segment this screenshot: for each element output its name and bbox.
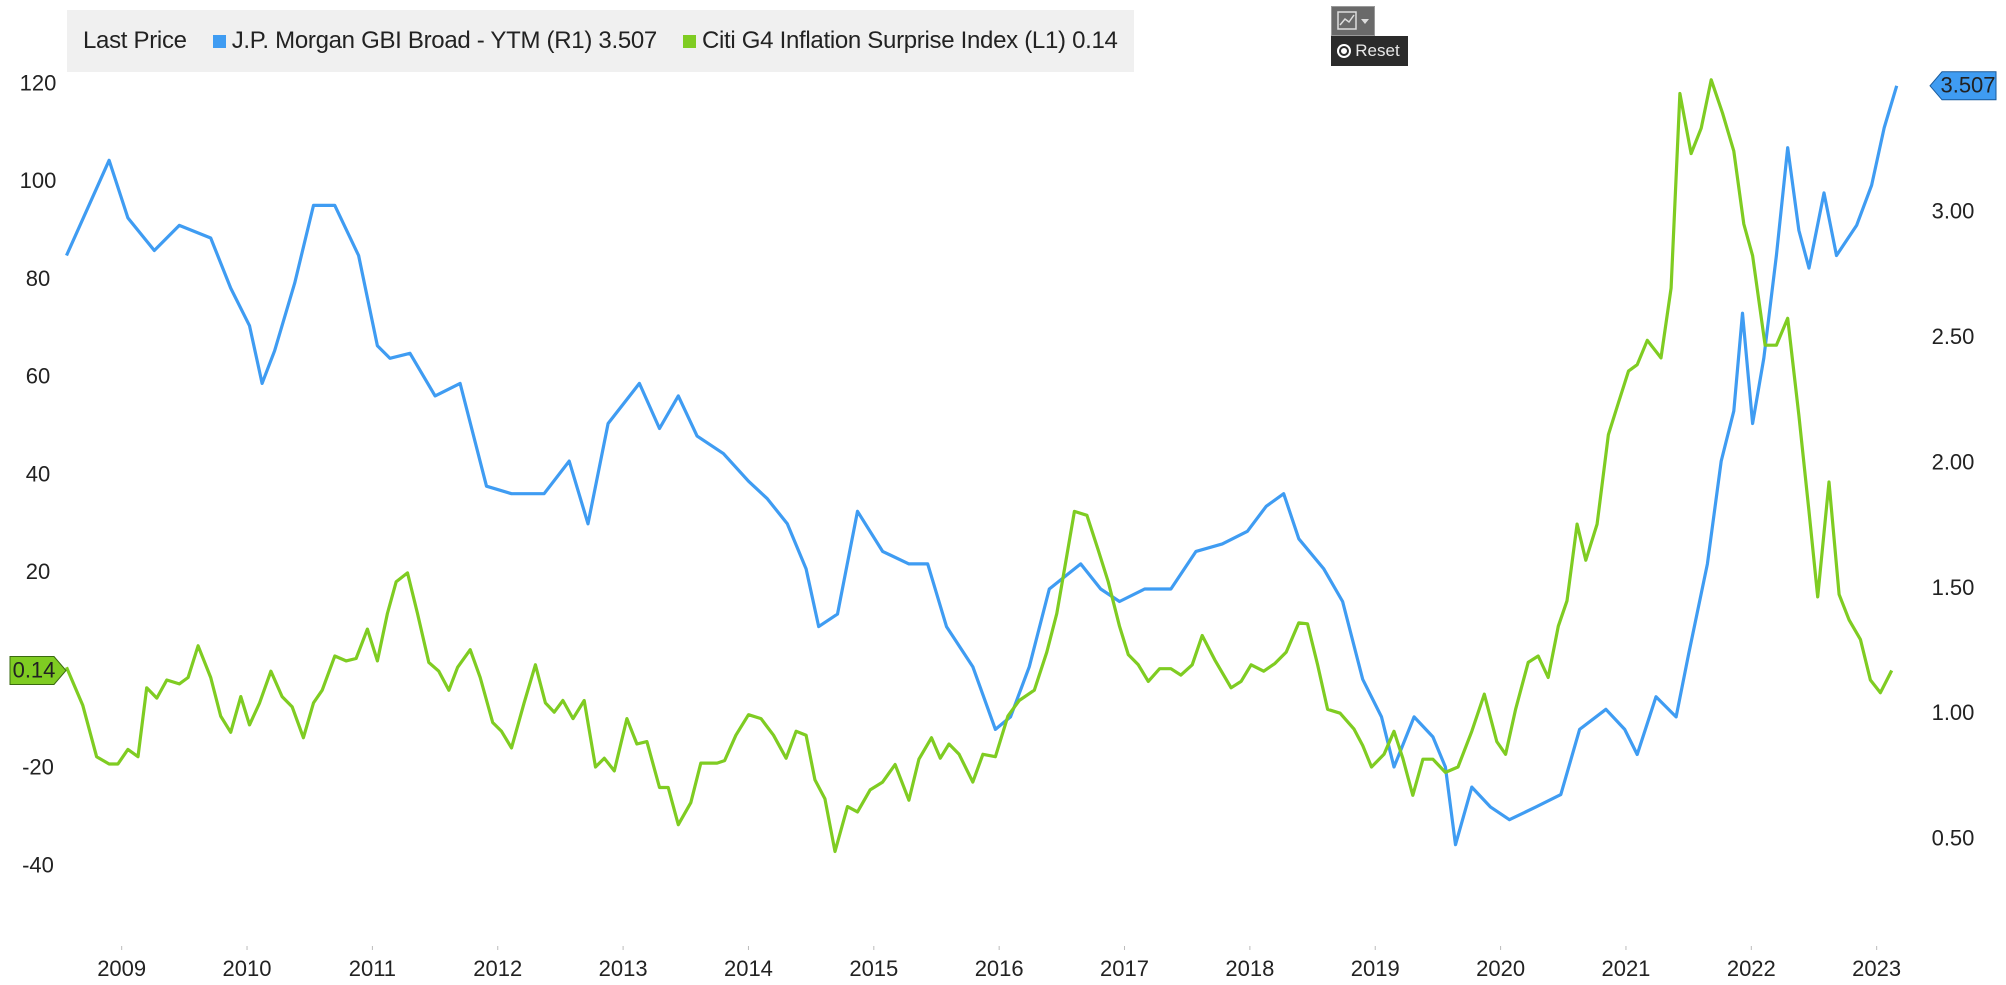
chart-type-button[interactable] (1331, 6, 1375, 36)
legend-entry: Citi G4 Inflation Surprise Index (L1) (701, 27, 1066, 54)
x-tick-label: 2014 (724, 956, 773, 981)
legend-value: 0.14 (1072, 27, 1118, 54)
x-tick-label: 2021 (1601, 956, 1650, 981)
legend-swatch (212, 34, 226, 48)
last-value-label: 3.507 (1940, 73, 1995, 98)
last-value-tag (1929, 71, 1997, 101)
x-tick-label: 2022 (1727, 956, 1776, 981)
reset-button[interactable]: Reset (1331, 36, 1408, 66)
x-tick-label: 2019 (1351, 956, 1400, 981)
x-tick-label: 2018 (1225, 956, 1274, 981)
x-tick-label: 2011 (349, 956, 396, 981)
y-tick-label: 20 (26, 559, 50, 584)
y-tick-label: -20 (22, 755, 54, 780)
x-tick-label: 2020 (1476, 956, 1525, 981)
x-tick-label: 2017 (1100, 956, 1149, 981)
y-tick-label: 60 (26, 364, 50, 389)
chart-icon (1337, 11, 1369, 30)
y2-tick-label: 1.50 (1932, 575, 1975, 600)
reset-label: Reset (1355, 41, 1400, 60)
x-tick-label: 2015 (849, 956, 898, 981)
y-tick-label: 120 (20, 70, 57, 95)
x-tick-label: 2013 (599, 956, 648, 981)
x-tick-label: 2010 (223, 956, 272, 981)
y2-tick-label: 0.50 (1932, 826, 1975, 851)
y-tick-label: 40 (26, 461, 50, 486)
y2-tick-label: 1.00 (1932, 700, 1975, 725)
last-value-label: 0.14 (13, 657, 56, 682)
last-value-tag (9, 655, 67, 685)
y-tick-label: 80 (26, 266, 50, 291)
x-tick-label: 2009 (97, 956, 146, 981)
y2-tick-label: 2.50 (1932, 324, 1975, 349)
x-tick-label: 2012 (473, 956, 522, 981)
y2-tick-label: 2.00 (1932, 449, 1975, 474)
x-tick-label: 2023 (1852, 956, 1901, 981)
y2-tick-label: 3.00 (1932, 199, 1975, 224)
x-tick-label: 2016 (975, 956, 1024, 981)
y-tick-label: -40 (22, 852, 54, 877)
legend-value: 3.507 (598, 27, 657, 54)
toolbar: Reset (1331, 6, 1408, 66)
series-line (65, 85, 1899, 847)
legend-title: Last Price (83, 27, 187, 54)
legend-swatch (682, 34, 696, 48)
legend-entry: J.P. Morgan GBI Broad - YTM (R1) (231, 27, 593, 54)
legend: Last Price J.P. Morgan GBI Broad - YTM (… (67, 10, 1134, 72)
y-tick-label: 100 (20, 168, 57, 193)
series-line (65, 78, 1894, 854)
